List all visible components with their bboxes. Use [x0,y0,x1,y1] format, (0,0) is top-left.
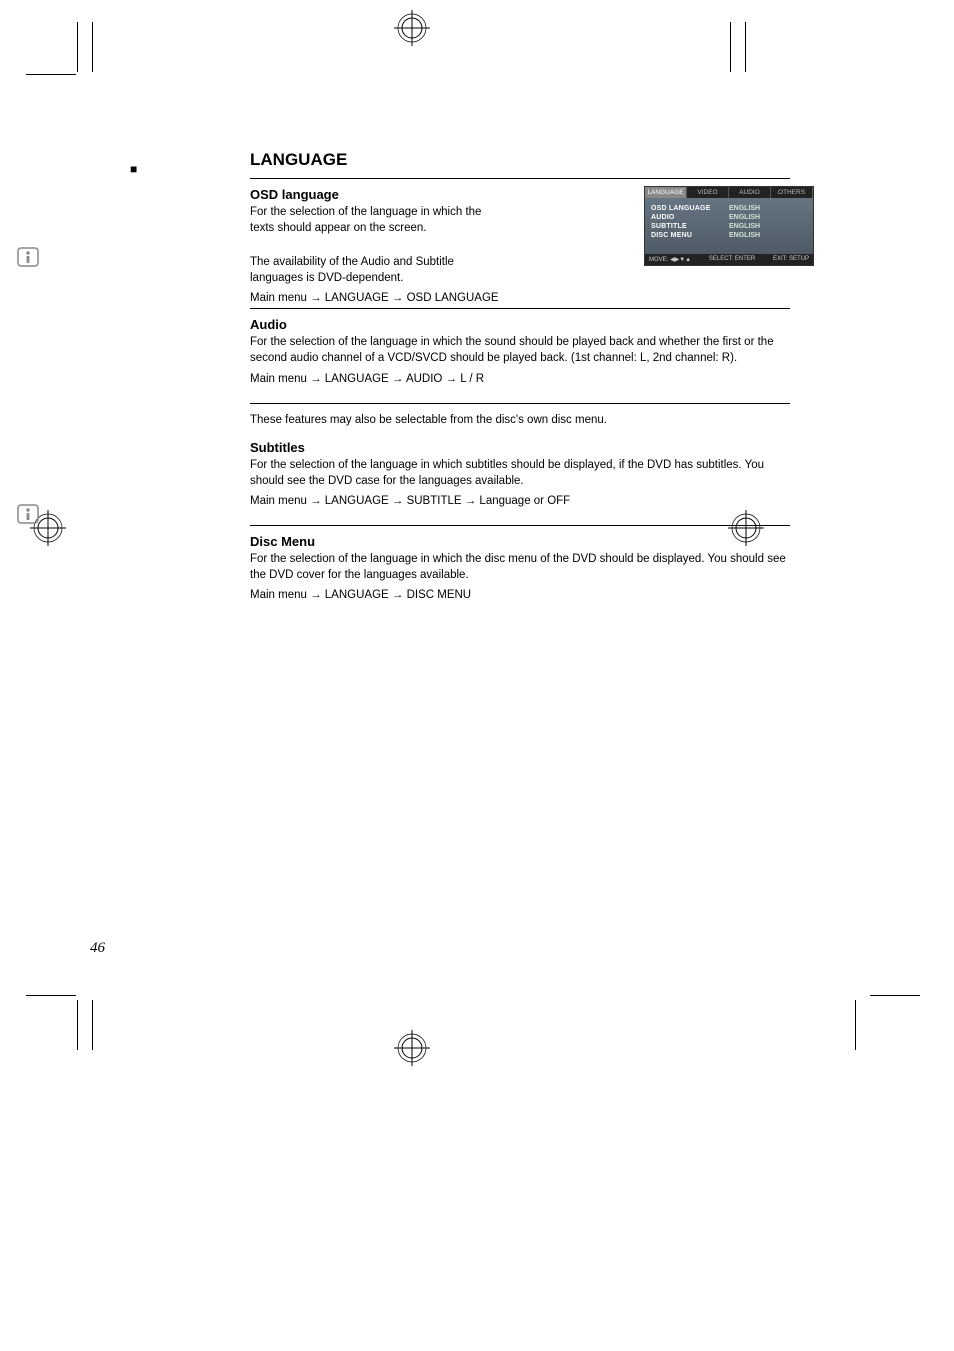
screenshot-tab: AUDIO [729,187,771,198]
crop-mark [26,995,76,996]
crop-mark [745,22,746,72]
section-body: For the selection of the language in whi… [250,334,790,366]
screenshot-tab: OTHERS [771,187,813,198]
note-text: The availability of the Audio and Subtit… [250,254,500,286]
menu-path: Main menu → LANGUAGE → SUBTITLE → Langua… [250,495,790,507]
screenshot-row-value: ENGLISH [729,204,807,213]
crop-mark [870,995,920,996]
section-heading: OSD language [250,187,500,202]
screenshot-row-label: DISC MENU [651,231,729,240]
osd-screenshot: LANGUAGE VIDEO AUDIO OTHERS OSD LANGUAGE… [644,186,814,266]
crop-mark [77,1000,78,1050]
screenshot-footer: EXIT: SETUP [773,256,809,263]
divider [250,525,790,526]
bullet-icon: ■ [130,162,137,176]
screenshot-row-label: AUDIO [651,213,729,222]
page-title: LANGUAGE [250,150,810,170]
crop-mark [92,1000,93,1050]
screenshot-row-label: OSD LANGUAGE [651,204,729,213]
section-body: For the selection of the language in whi… [250,204,500,236]
section-disc-menu: Disc Menu For the selection of the langu… [250,534,790,601]
section-body: For the selection of the language in whi… [250,457,790,489]
screenshot-row-value: ENGLISH [729,222,807,231]
menu-path: Main menu → LANGUAGE → AUDIO → L / R [250,373,790,385]
registration-mark-icon [394,10,430,46]
screenshot-tabs: LANGUAGE VIDEO AUDIO OTHERS [645,187,813,198]
crop-mark [92,22,93,72]
page-number: 46 [90,940,105,957]
crop-mark [26,74,76,75]
divider [250,403,790,404]
menu-path: Main menu → LANGUAGE → DISC MENU [250,589,790,601]
screenshot-row-value: ENGLISH [729,231,807,240]
section-heading: Subtitles [250,440,790,455]
section-subtitles: Subtitles For the selection of the langu… [250,440,790,507]
section-audio: Audio For the selection of the language … [250,317,790,384]
section-heading: Disc Menu [250,534,790,549]
info-icon [16,502,40,526]
section-heading: Audio [250,317,790,332]
screenshot-row-label: SUBTITLE [651,222,729,231]
section-body: For the selection of the language in whi… [250,551,790,583]
screenshot-footer: MOVE: ◀▶▼▲ [649,256,691,263]
screenshot-tab: LANGUAGE [645,187,687,198]
divider [250,178,790,179]
note-text: These features may also be selectable fr… [250,412,790,428]
screenshot-row-value: ENGLISH [729,213,807,222]
section-osd-language: OSD language For the selection of the la… [250,187,500,236]
screenshot-tab: VIDEO [687,187,729,198]
page-content: ■ LANGUAGE LANGUAGE VIDEO AUDIO OTHERS O… [130,150,810,619]
registration-mark-icon [394,1030,430,1066]
divider [250,308,790,309]
info-icon [16,245,40,269]
crop-mark [730,22,731,72]
crop-mark [77,22,78,72]
menu-path: Main menu → LANGUAGE → OSD LANGUAGE [250,292,500,304]
crop-mark [855,1000,856,1050]
screenshot-footer: SELECT: ENTER [709,256,755,263]
